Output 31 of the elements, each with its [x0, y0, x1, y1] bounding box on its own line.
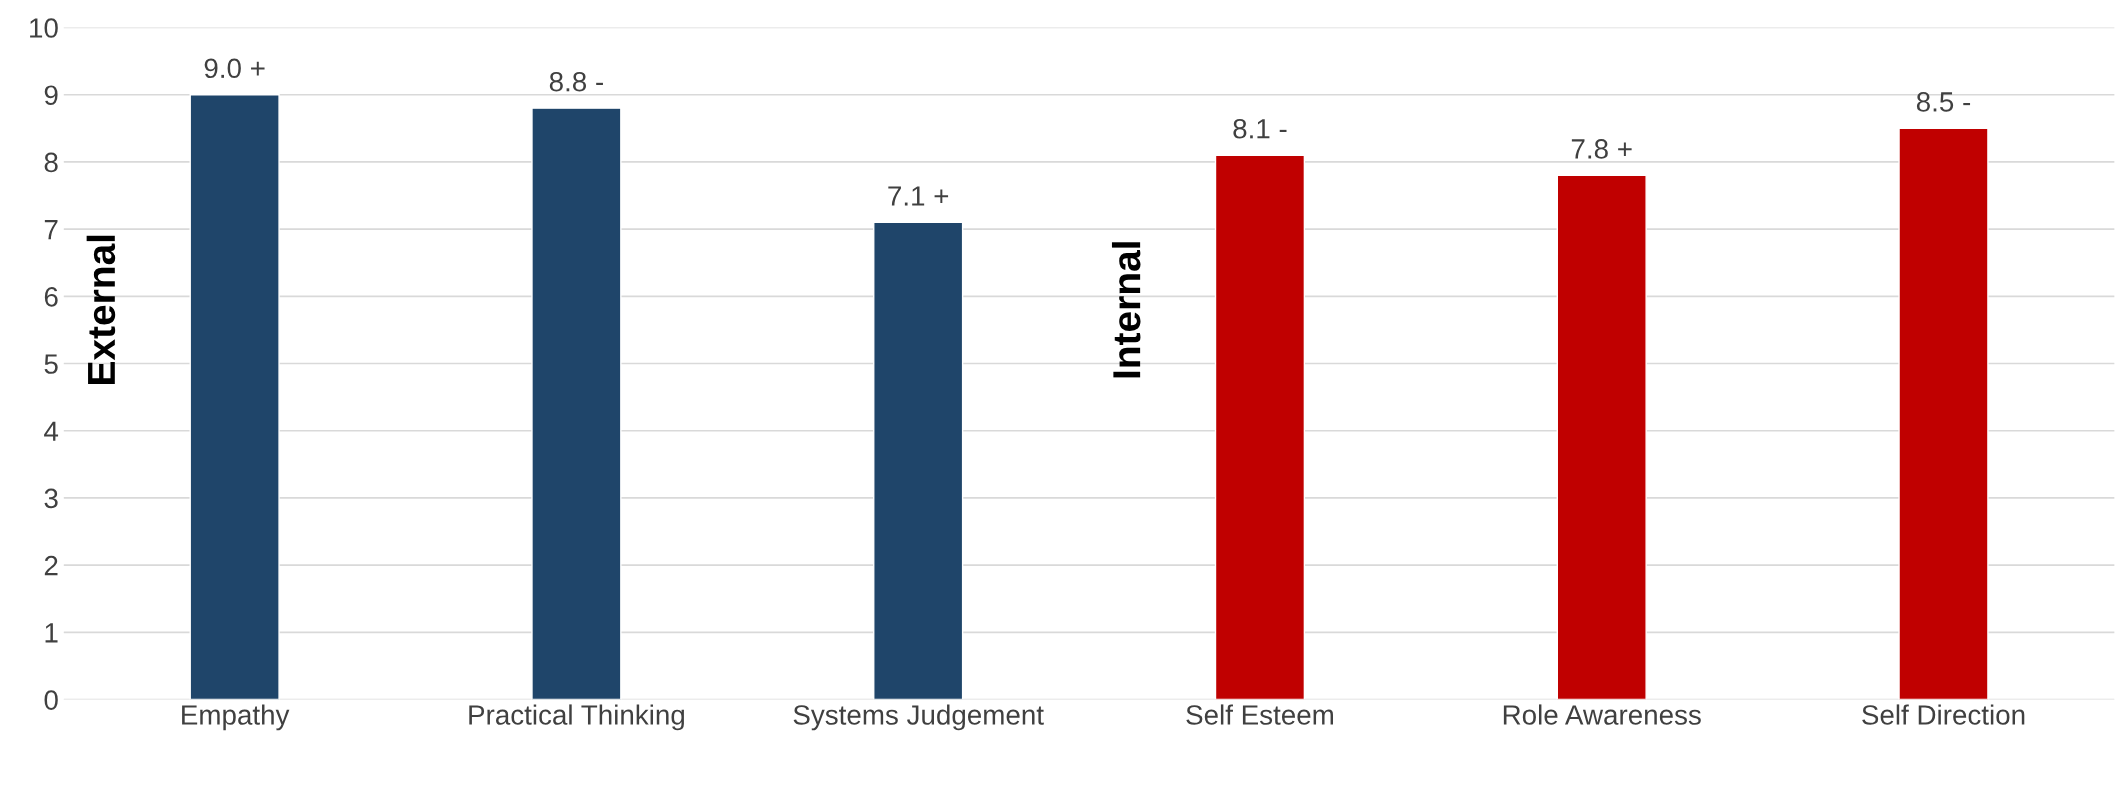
- x-tick-label: Self Direction: [1862, 704, 2025, 725]
- bar: [531, 107, 622, 700]
- y-tick-label: 4: [44, 421, 59, 441]
- y-tick-label: 8: [44, 152, 58, 173]
- y-tick-label: 3: [44, 488, 58, 509]
- bar: [873, 221, 964, 700]
- bar: [1214, 154, 1306, 700]
- data-label: 7.8 +: [1571, 139, 1632, 159]
- y-tick-label: 9: [44, 85, 58, 106]
- bar: [1898, 127, 1989, 700]
- y-tick-label: 10: [30, 18, 58, 38]
- annotation: External: [86, 235, 116, 384]
- data-label: 8.5 -: [1916, 92, 1971, 112]
- x-tick-label: Systems Judgement: [793, 704, 1044, 731]
- data-label: 8.1 -: [1233, 118, 1287, 139]
- bar: [1556, 174, 1647, 700]
- y-tick-label: 2: [44, 555, 58, 576]
- x-tick-label: Role Awareness: [1503, 704, 1701, 725]
- x-tick-label: Empathy: [182, 704, 290, 731]
- y-tick-label: 7: [44, 220, 58, 240]
- x-tick-label: Practical Thinking: [469, 704, 684, 731]
- data-label: 8.8 -: [549, 71, 603, 92]
- data-label: 7.1 +: [888, 186, 949, 206]
- bar: [189, 94, 280, 700]
- y-tick-label: 6: [44, 286, 58, 307]
- y-tick-label: 5: [44, 354, 58, 374]
- x-tick-label: Self Esteem: [1186, 704, 1333, 725]
- y-tick-label: 0: [44, 690, 58, 710]
- data-label: 9.0 +: [204, 58, 265, 79]
- y-tick-label: 1: [45, 623, 58, 643]
- annotation: Internal: [1111, 242, 1141, 378]
